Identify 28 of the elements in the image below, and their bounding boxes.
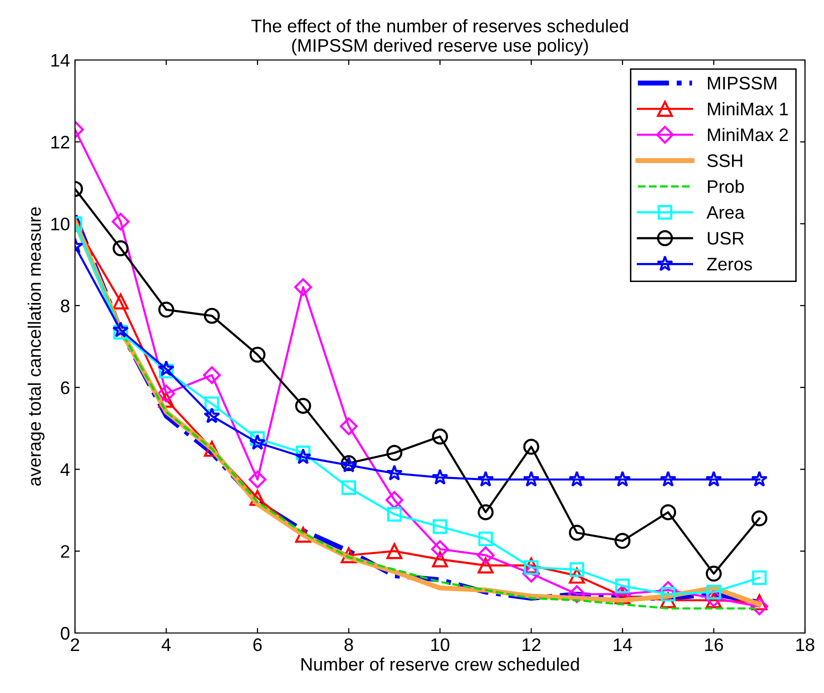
y-tick-label: 4 [60,463,70,476]
chart-title: The effect of the number of reserves scheduled (MIPSSM derived reserve use policy) [251,19,628,56]
y-tick-label: 2 [61,545,70,558]
legend-label: USR [708,232,744,245]
legend-label: MiniMax 1 [708,102,788,116]
legend-label: Prob [708,180,744,193]
x-tick-label: 14 [614,638,632,651]
y-tick-label: 10 [51,218,70,230]
legend-label: MIPSSM [708,76,776,90]
x-tick-label: 12 [522,638,540,651]
y-tick-label: 0 [60,626,70,640]
legend-label: SSH [707,154,742,168]
x-tick-label: 16 [705,638,723,652]
x-tick-label: 6 [253,638,262,652]
y-tick-label: 12 [51,136,70,148]
y-tick-label: 8 [60,300,70,312]
x-tick-label: 18 [796,638,814,652]
x-tick-label: 8 [344,638,353,652]
y-axis-title: average total cancellation measure [28,207,44,486]
y-tick-label: 14 [51,54,70,67]
x-tick-label: 2 [70,638,80,651]
legend-label: Area [706,206,745,219]
x-tick-label: 4 [162,638,171,651]
x-tick-label: 10 [431,638,450,652]
legend-label: Zeros [707,258,752,271]
y-tick-label: 6 [61,381,70,394]
legend-label: MiniMax 2 [708,128,788,142]
x-axis-title: Number of reserve crew scheduled [302,657,579,671]
